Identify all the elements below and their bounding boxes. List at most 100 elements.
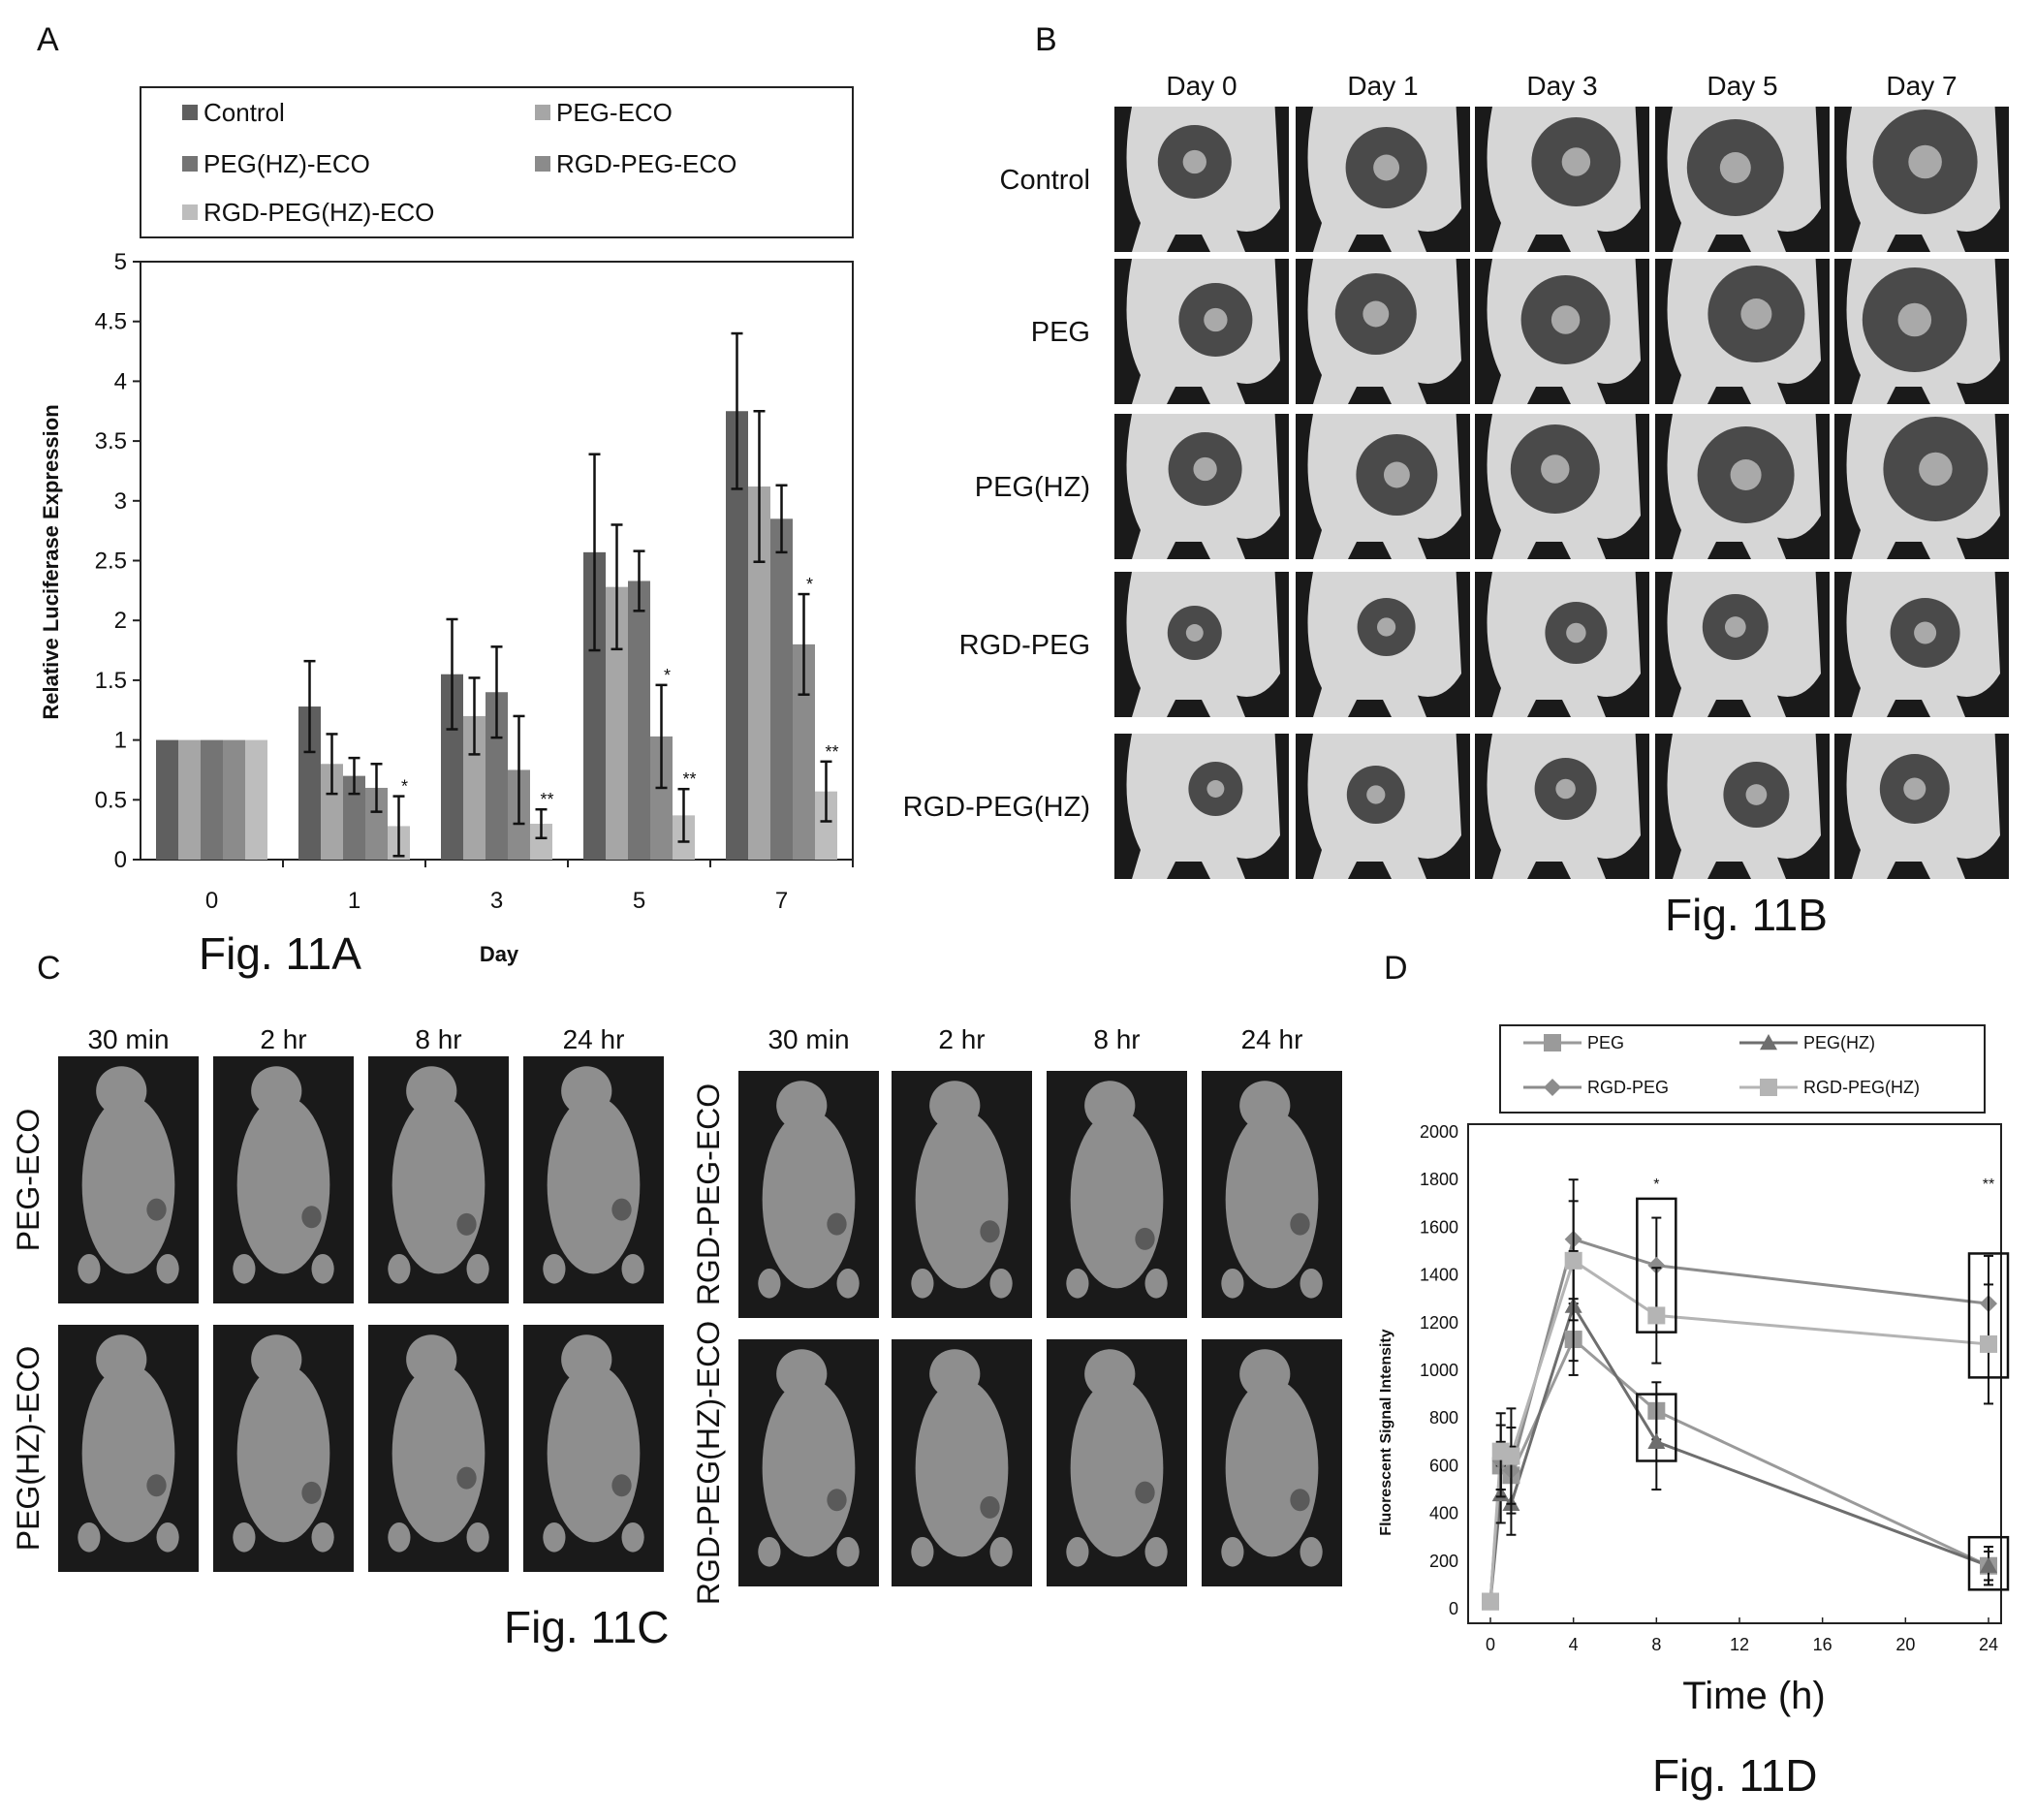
highlight-box (1967, 1252, 2010, 1379)
bar (441, 674, 463, 860)
x-tick-label: 0 (1486, 1635, 1495, 1654)
marker-square (1564, 1251, 1582, 1270)
tumor-signal (1135, 1227, 1155, 1250)
legend-swatch (182, 105, 198, 120)
bar (298, 706, 321, 860)
x-tick-label: 3 (490, 888, 503, 914)
mouse-image (1296, 259, 1470, 404)
significance-marker: * (1653, 1177, 1659, 1193)
mouse-head (776, 1081, 828, 1131)
mouse-image (1296, 107, 1470, 252)
legend-swatch (182, 204, 198, 220)
bar (815, 791, 837, 860)
caption-fig-11d: Fig. 11D (1652, 1750, 1817, 1801)
tumor-center (1897, 302, 1932, 337)
marker-triangle (1980, 1556, 1997, 1573)
tumor-center (1724, 616, 1746, 638)
legend-swatch (535, 105, 550, 120)
series-line (1488, 1237, 1989, 1602)
y-tick-label: 3 (114, 488, 127, 515)
tumor-signal (456, 1212, 477, 1236)
x-tick-label: 0 (205, 888, 218, 914)
series-line (1488, 1336, 1989, 1602)
mouse-image (738, 1339, 879, 1586)
mouse-image (1655, 259, 1830, 404)
x-tick-label: 12 (1730, 1635, 1749, 1654)
mouse-image (58, 1325, 199, 1572)
mouse-image (368, 1056, 509, 1303)
significance-marker: * (664, 666, 671, 685)
mouse-leg (1221, 1537, 1244, 1567)
image-grid-fig-11c: 30 min 2 hr 8 hr 24 hr PEG-ECO PEG(HZ)-ECO 30 … (11, 1024, 1342, 1605)
bars-fig-11a: ********* (156, 331, 839, 860)
mouse-image (892, 1071, 1032, 1318)
y-tick-label: 3.5 (95, 428, 127, 455)
mouse-leg (836, 1537, 860, 1567)
row-label: RGD-PEG-ECO (691, 1083, 726, 1305)
y-tick-label: 0 (1449, 1599, 1458, 1618)
legend-label: RGD-PEG(HZ) (1803, 1078, 1920, 1097)
mouse-image (1114, 414, 1289, 559)
highlight-box (1636, 1197, 1677, 1334)
mouse-image (1655, 107, 1830, 252)
mouse-leg (1300, 1537, 1323, 1567)
tumor-center (1377, 617, 1396, 637)
tumor-center (1903, 777, 1926, 800)
x-tick-label: 5 (633, 888, 645, 914)
mouse-image (738, 1071, 879, 1318)
y-axis-title-fig-11d: Fluorescent Signal Intensity (1378, 1329, 1394, 1535)
mouse-leg (543, 1254, 566, 1284)
mouse-body (81, 1364, 175, 1543)
tumor-center (1541, 455, 1570, 484)
column-header: 30 min (87, 1024, 169, 1054)
panel-letter-d: D (1384, 950, 1408, 987)
bar (365, 787, 388, 860)
mouse-leg (1066, 1537, 1089, 1567)
y-tick-label: 0.5 (95, 787, 127, 813)
legend-fig-11d: PEG PEG(HZ) RGD-PEG RGD-PEG(HZ) (1523, 1033, 1920, 1097)
mouse-leg (156, 1254, 179, 1284)
marker-square (1482, 1592, 1499, 1611)
column-header: Day 5 (1707, 71, 1777, 101)
mouse-image (58, 1056, 199, 1303)
x-tick-label: 24 (1979, 1635, 1998, 1654)
mouse-leg (758, 1269, 781, 1299)
legend-box-fig-11a (140, 86, 854, 238)
column-header: 30 min (767, 1024, 849, 1054)
y-axis-title-fig-11a: Relative Luciferase Expression (39, 404, 63, 719)
mouse-head (561, 1334, 612, 1385)
mouse-body (81, 1095, 175, 1274)
mouse-body (392, 1095, 486, 1274)
mouse-leg (1300, 1269, 1323, 1299)
mouse-image (1655, 572, 1830, 717)
mouse-leg (78, 1522, 101, 1553)
legend-label: PEG(HZ)-ECO (204, 149, 370, 178)
mouse-body (762, 1110, 856, 1289)
tumor-center (1555, 778, 1576, 800)
mouse-leg (911, 1269, 934, 1299)
tumor-center (1719, 152, 1751, 183)
marker-triangle (1760, 1034, 1777, 1051)
tumor-center (1566, 622, 1586, 643)
mouse-leg (1066, 1269, 1089, 1299)
mouse-head (406, 1334, 457, 1385)
mouse-image (523, 1325, 664, 1572)
mouse-image (1114, 107, 1289, 252)
mouse-leg (543, 1522, 566, 1553)
mouse-leg (911, 1537, 934, 1567)
x-axis-title-fig-11a: Day (480, 942, 519, 966)
mouse-image (1834, 572, 2009, 717)
lines-fig-11d: * ** (1482, 1177, 2010, 1611)
tumor-center (1204, 307, 1228, 332)
marker-square (1980, 1334, 1997, 1353)
highlight-box (1636, 1393, 1677, 1462)
tumor-center (1206, 780, 1225, 798)
bar (748, 486, 770, 860)
row-label: RGD-PEG(HZ) (903, 792, 1090, 823)
mouse-leg (466, 1522, 489, 1553)
bar (463, 715, 486, 860)
y-tick-label: 1 (114, 728, 127, 754)
mouse-leg (758, 1537, 781, 1567)
axes-fig-11a: 0 0.5 1 1.5 2 2.5 3 3.5 4 4.5 5 0 1 3 5 7 (95, 249, 854, 914)
mouse-image (368, 1325, 509, 1572)
